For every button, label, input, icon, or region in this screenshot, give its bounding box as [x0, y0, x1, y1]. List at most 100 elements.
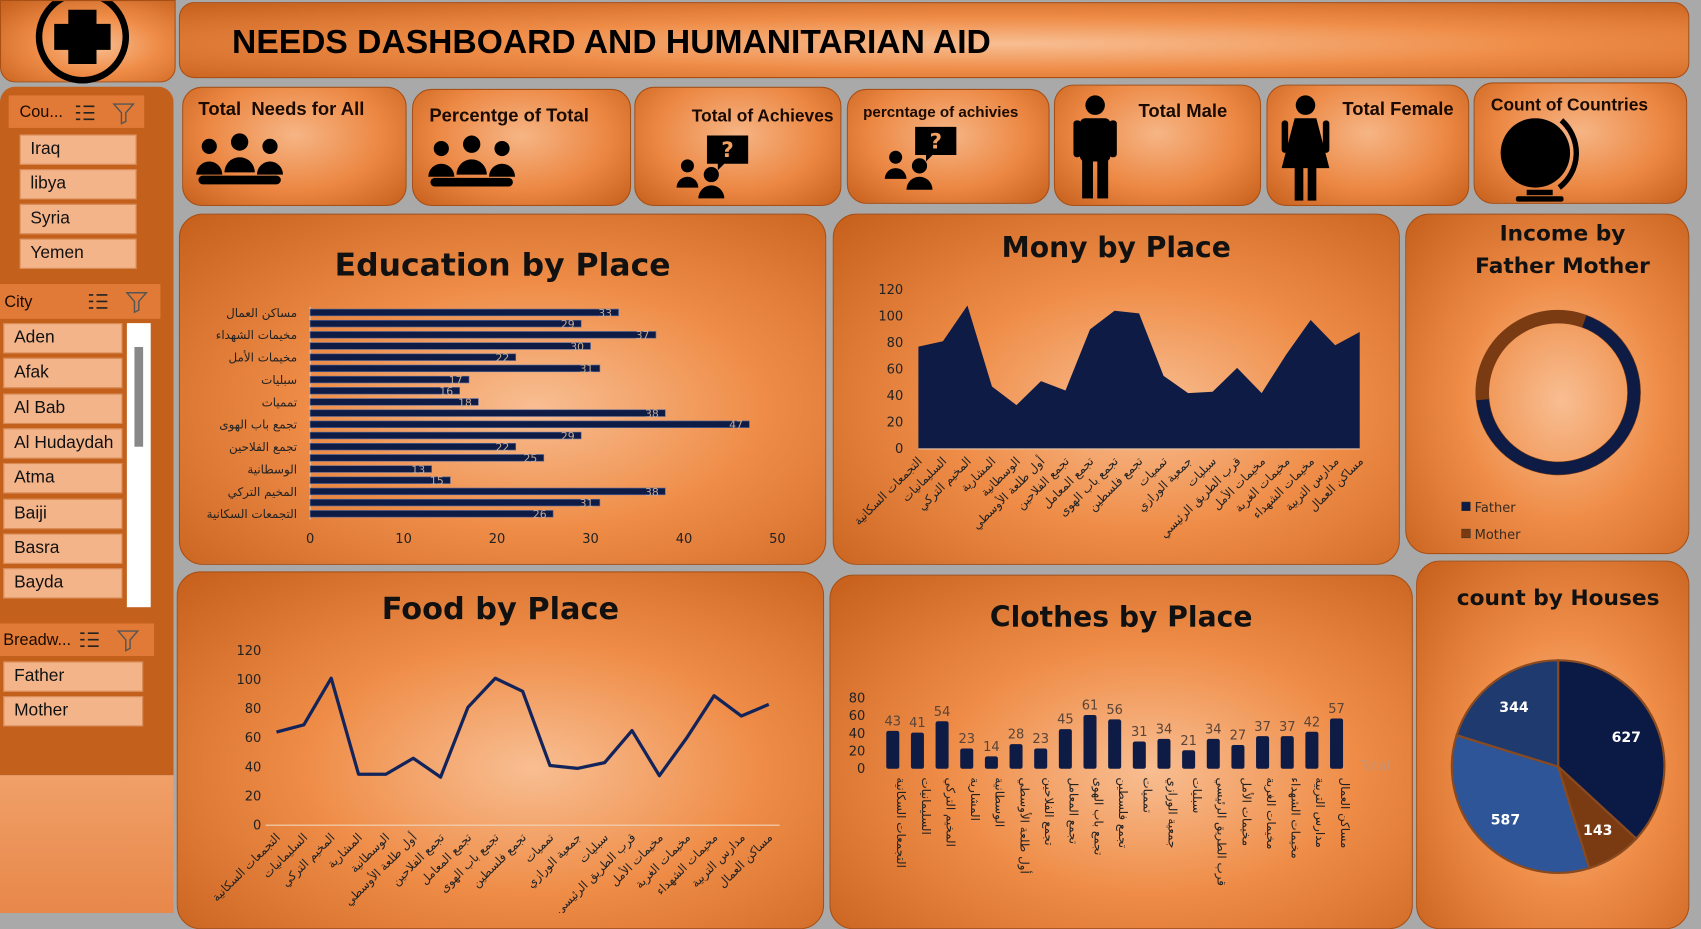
- data-label: 587: [1491, 813, 1520, 829]
- bar: [1256, 736, 1270, 769]
- bar: [1058, 729, 1072, 769]
- slicer-item[interactable]: libya: [19, 169, 137, 200]
- slicer-item[interactable]: Aden: [3, 323, 123, 354]
- bar: [309, 420, 750, 428]
- data-label: 29: [561, 430, 575, 443]
- data-label: 42: [1304, 715, 1321, 730]
- bar: [1132, 741, 1146, 769]
- x-tick-label: تجمع فلسطين: [1115, 777, 1130, 848]
- male-icon: [1073, 95, 1117, 199]
- kpi-title: Total of Achieves: [691, 107, 834, 126]
- slicer-item[interactable]: Mother: [3, 696, 144, 727]
- y-tick-label: المخيم التركي: [228, 485, 298, 500]
- line: [276, 676, 770, 779]
- people-icon: [196, 133, 284, 185]
- slicer-icons[interactable]: [87, 290, 152, 314]
- x-tick-label: مخيمات الشهداء: [1289, 777, 1303, 858]
- data-label: 28: [1008, 728, 1025, 743]
- kpi-card: Percentge of Total: [412, 88, 632, 207]
- data-label: 37: [1279, 720, 1296, 735]
- chart-title: Food by Place: [381, 590, 620, 627]
- female-icon: [1281, 95, 1330, 201]
- slicer-item[interactable]: Baiji: [3, 498, 123, 530]
- scrollbar[interactable]: [126, 323, 151, 608]
- donut-segment: [1475, 309, 1587, 401]
- bar: [309, 510, 554, 518]
- slicer-item[interactable]: Bayda: [3, 568, 123, 599]
- data-label: 37: [636, 329, 650, 342]
- data-label: 31: [580, 497, 594, 510]
- header-bar: NEEDS DASHBOARD AND HUMANITARIAN AID: [178, 2, 1690, 79]
- data-label: 37: [1254, 720, 1271, 735]
- y-tick-label: مخيمات الشهداء: [216, 328, 297, 342]
- slicer-item[interactable]: Father: [3, 661, 144, 692]
- y-tick-label: 0: [895, 442, 903, 457]
- data-label: 34: [1205, 722, 1222, 737]
- y-tick-label: 20: [887, 416, 904, 431]
- y-tick-label: 0: [857, 762, 865, 777]
- slicer-item[interactable]: Yemen: [19, 238, 137, 269]
- bar: [935, 721, 949, 769]
- slicer-item[interactable]: Al Bab: [3, 393, 123, 424]
- slicer-item[interactable]: Afak: [3, 357, 123, 389]
- x-tick-label: جمعية الورازي: [1164, 777, 1179, 848]
- legend-label: Father: [1475, 501, 1517, 516]
- slicer-item[interactable]: Iraq: [19, 134, 137, 165]
- area: [918, 305, 1360, 449]
- bar: [1280, 736, 1294, 769]
- kpi-card: Total Needs for All: [182, 86, 407, 207]
- slicer-header: City: [0, 284, 161, 319]
- slicer-item[interactable]: Basra: [3, 533, 123, 564]
- globe-icon: [1500, 118, 1579, 202]
- bar: [309, 375, 470, 384]
- logo-icon: [35, 0, 130, 84]
- bar: [309, 431, 582, 440]
- data-label: 143: [1583, 823, 1612, 839]
- data-label: 27: [1230, 729, 1247, 744]
- chart-title: Clothes by Place: [989, 601, 1253, 635]
- data-label: 30: [570, 340, 584, 353]
- x-tick-label: مخيمات الأمل: [1239, 777, 1254, 846]
- slicer-item[interactable]: Atma: [3, 462, 123, 494]
- data-label: 22: [495, 352, 509, 365]
- slicer-title: Cou...: [19, 103, 63, 122]
- data-label: 14: [983, 740, 1000, 755]
- slicer-item[interactable]: Al Hudaydah: [3, 428, 123, 459]
- data-label: 38: [645, 486, 659, 499]
- x-tick-label: 10: [395, 532, 412, 547]
- data-label: 43: [885, 714, 902, 729]
- data-label: 25: [523, 452, 537, 465]
- data-label: 56: [1106, 703, 1123, 718]
- kpi-title: Count of Countries: [1490, 96, 1649, 115]
- legend-swatch: [1461, 501, 1471, 511]
- data-label: 18: [458, 396, 472, 409]
- bar: [309, 319, 582, 328]
- slicer-icons[interactable]: [78, 628, 143, 652]
- y-tick-label: 20: [849, 744, 866, 759]
- chart-panel: [178, 213, 827, 565]
- data-label: 23: [958, 732, 975, 747]
- chart-title: count by Houses: [1456, 584, 1660, 611]
- bar: [309, 398, 479, 406]
- slicer-item[interactable]: Syria: [19, 203, 137, 235]
- scroll-thumb[interactable]: [134, 346, 144, 447]
- y-tick-label: مخيمات الأمل: [228, 350, 297, 365]
- bar: [309, 409, 666, 417]
- question-icon: ?: [676, 135, 749, 199]
- kpi-title: Total Male: [1138, 100, 1228, 122]
- y-tick-label: 100: [236, 673, 261, 688]
- kpi-card: percntage of achivies ?: [846, 88, 1050, 204]
- bar: [309, 364, 601, 373]
- x-tick-label: 0: [306, 532, 314, 547]
- kpi-title: Total Female: [1342, 98, 1454, 120]
- y-tick-label: 40: [887, 389, 904, 404]
- slicer-icons[interactable]: [74, 101, 139, 125]
- y-tick-label: الوسطانية: [247, 462, 297, 477]
- svg-text:?: ?: [721, 138, 734, 163]
- x-tick-label: قرب الطريق الرئيسي: [1214, 777, 1229, 886]
- header-title: NEEDS DASHBOARD AND HUMANITARIAN AID: [232, 22, 991, 61]
- bar: [1083, 715, 1097, 769]
- pie-slice: [1455, 659, 1560, 769]
- chart-title: Education by Place: [334, 246, 671, 284]
